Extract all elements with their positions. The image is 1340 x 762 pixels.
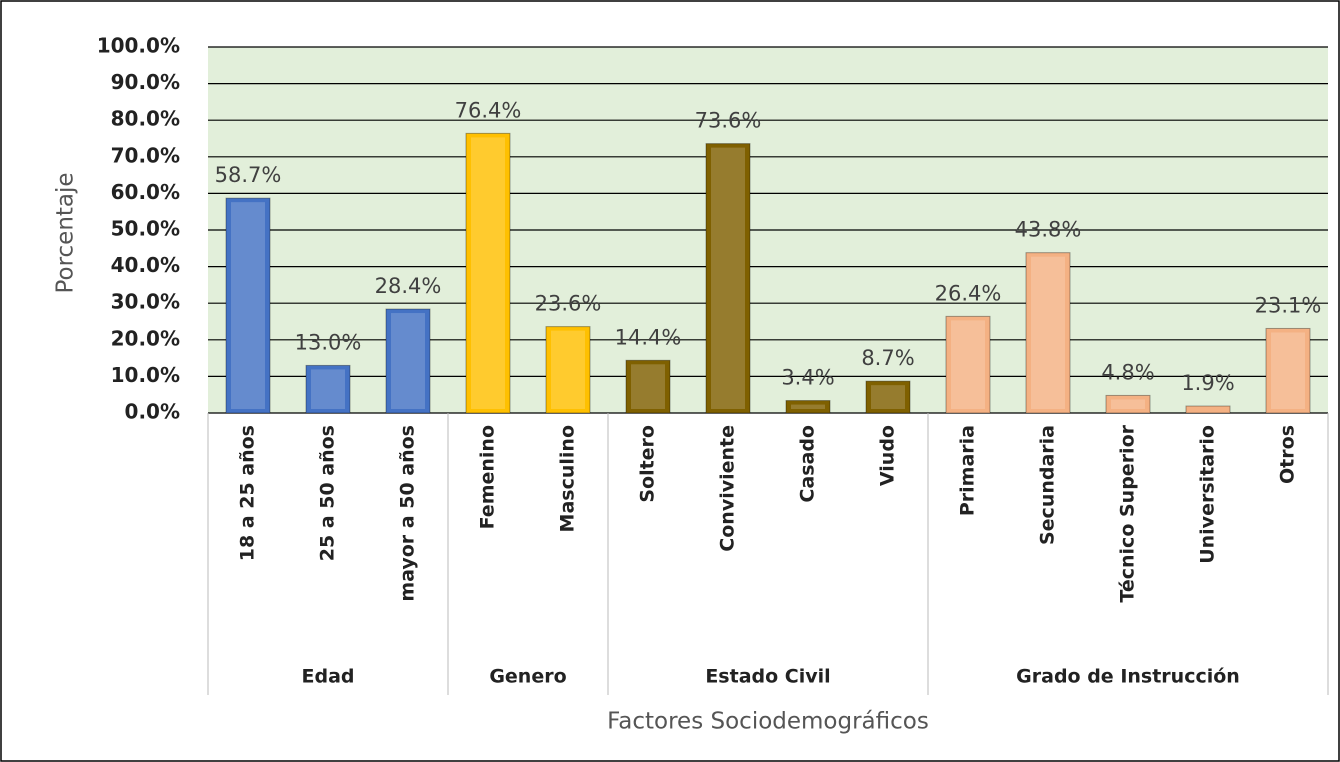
bar [225,197,271,414]
bar [465,132,511,414]
y-tick-label: 80.0% [111,107,180,131]
value-label: 43.8% [1015,218,1082,242]
bar [625,359,671,414]
bar-bevel [1031,256,1065,409]
value-label: 8.7% [861,346,914,370]
value-label: 26.4% [935,281,1002,305]
value-label: 23.1% [1255,293,1322,317]
value-label: 14.4% [615,325,682,349]
y-tick-label: 0.0% [125,400,180,424]
y-tick-label: 10.0% [111,363,180,387]
bar [945,315,991,414]
value-label: 28.4% [375,274,442,298]
x-tick-label: Soltero [637,425,659,503]
bar-bevel [551,330,585,409]
value-label: 4.8% [1101,360,1154,384]
x-tick-label: 18 a 25 años [237,425,259,561]
bar [1185,405,1231,414]
value-label: 76.4% [455,98,522,122]
value-label: 3.4% [781,366,834,390]
y-tick-label: 90.0% [111,70,180,94]
bar [1025,252,1071,414]
value-label: 23.6% [535,292,602,316]
bar [865,380,911,414]
value-label: 13.0% [295,330,362,354]
group-label: Genero [489,666,566,688]
group-label: Grado de Instrucción [1016,666,1240,688]
group-label: Estado Civil [705,666,830,688]
value-label: 73.6% [695,109,762,133]
bar-bevel [391,313,425,409]
y-tick-label: 60.0% [111,180,180,204]
x-tick-label: Viudo [877,425,899,486]
y-tick-label: 70.0% [111,143,180,167]
group-label: Edad [301,666,354,688]
bar-bevel [631,364,665,409]
x-tick-label: Otros [1277,425,1299,484]
bar [385,308,431,414]
value-label: 58.7% [215,163,282,187]
bar-bevel [1111,399,1145,409]
bar-bevel [1271,332,1305,409]
bar [785,400,831,414]
bar-bevel [471,137,505,409]
bar-bevel [871,385,905,409]
value-label: 1.9% [1181,371,1234,395]
y-tick-label: 30.0% [111,290,180,314]
y-tick-label: 40.0% [111,253,180,277]
bar [545,326,591,414]
bar [1105,394,1151,414]
bar-bevel [791,404,825,409]
x-tick-label: mayor a 50 años [397,425,419,602]
y-tick-label: 100.0% [97,34,180,58]
bar-bevel [231,202,265,409]
bar [705,143,751,414]
y-axis-title: Porcentaje [53,172,79,293]
x-axis-title: Factores Sociodemográficos [607,709,929,735]
y-tick-label: 50.0% [111,217,180,241]
bar [305,364,351,414]
x-tick-label: 25 a 50 años [317,425,339,561]
x-tick-label: Universitario [1197,425,1219,564]
x-tick-label: Masculino [557,425,579,532]
bar-bevel [311,369,345,409]
bar [1265,327,1311,414]
y-tick-label: 20.0% [111,326,180,350]
x-tick-label: Primaria [957,425,979,516]
x-tick-label: Conviviente [717,425,739,552]
x-tick-label: Técnico Superior [1117,424,1139,602]
bar-bevel [711,147,745,409]
x-tick-label: Secundaria [1037,425,1059,545]
x-tick-label: Casado [797,425,819,503]
bar-bevel [951,320,985,409]
x-tick-label: Femenino [477,425,499,529]
